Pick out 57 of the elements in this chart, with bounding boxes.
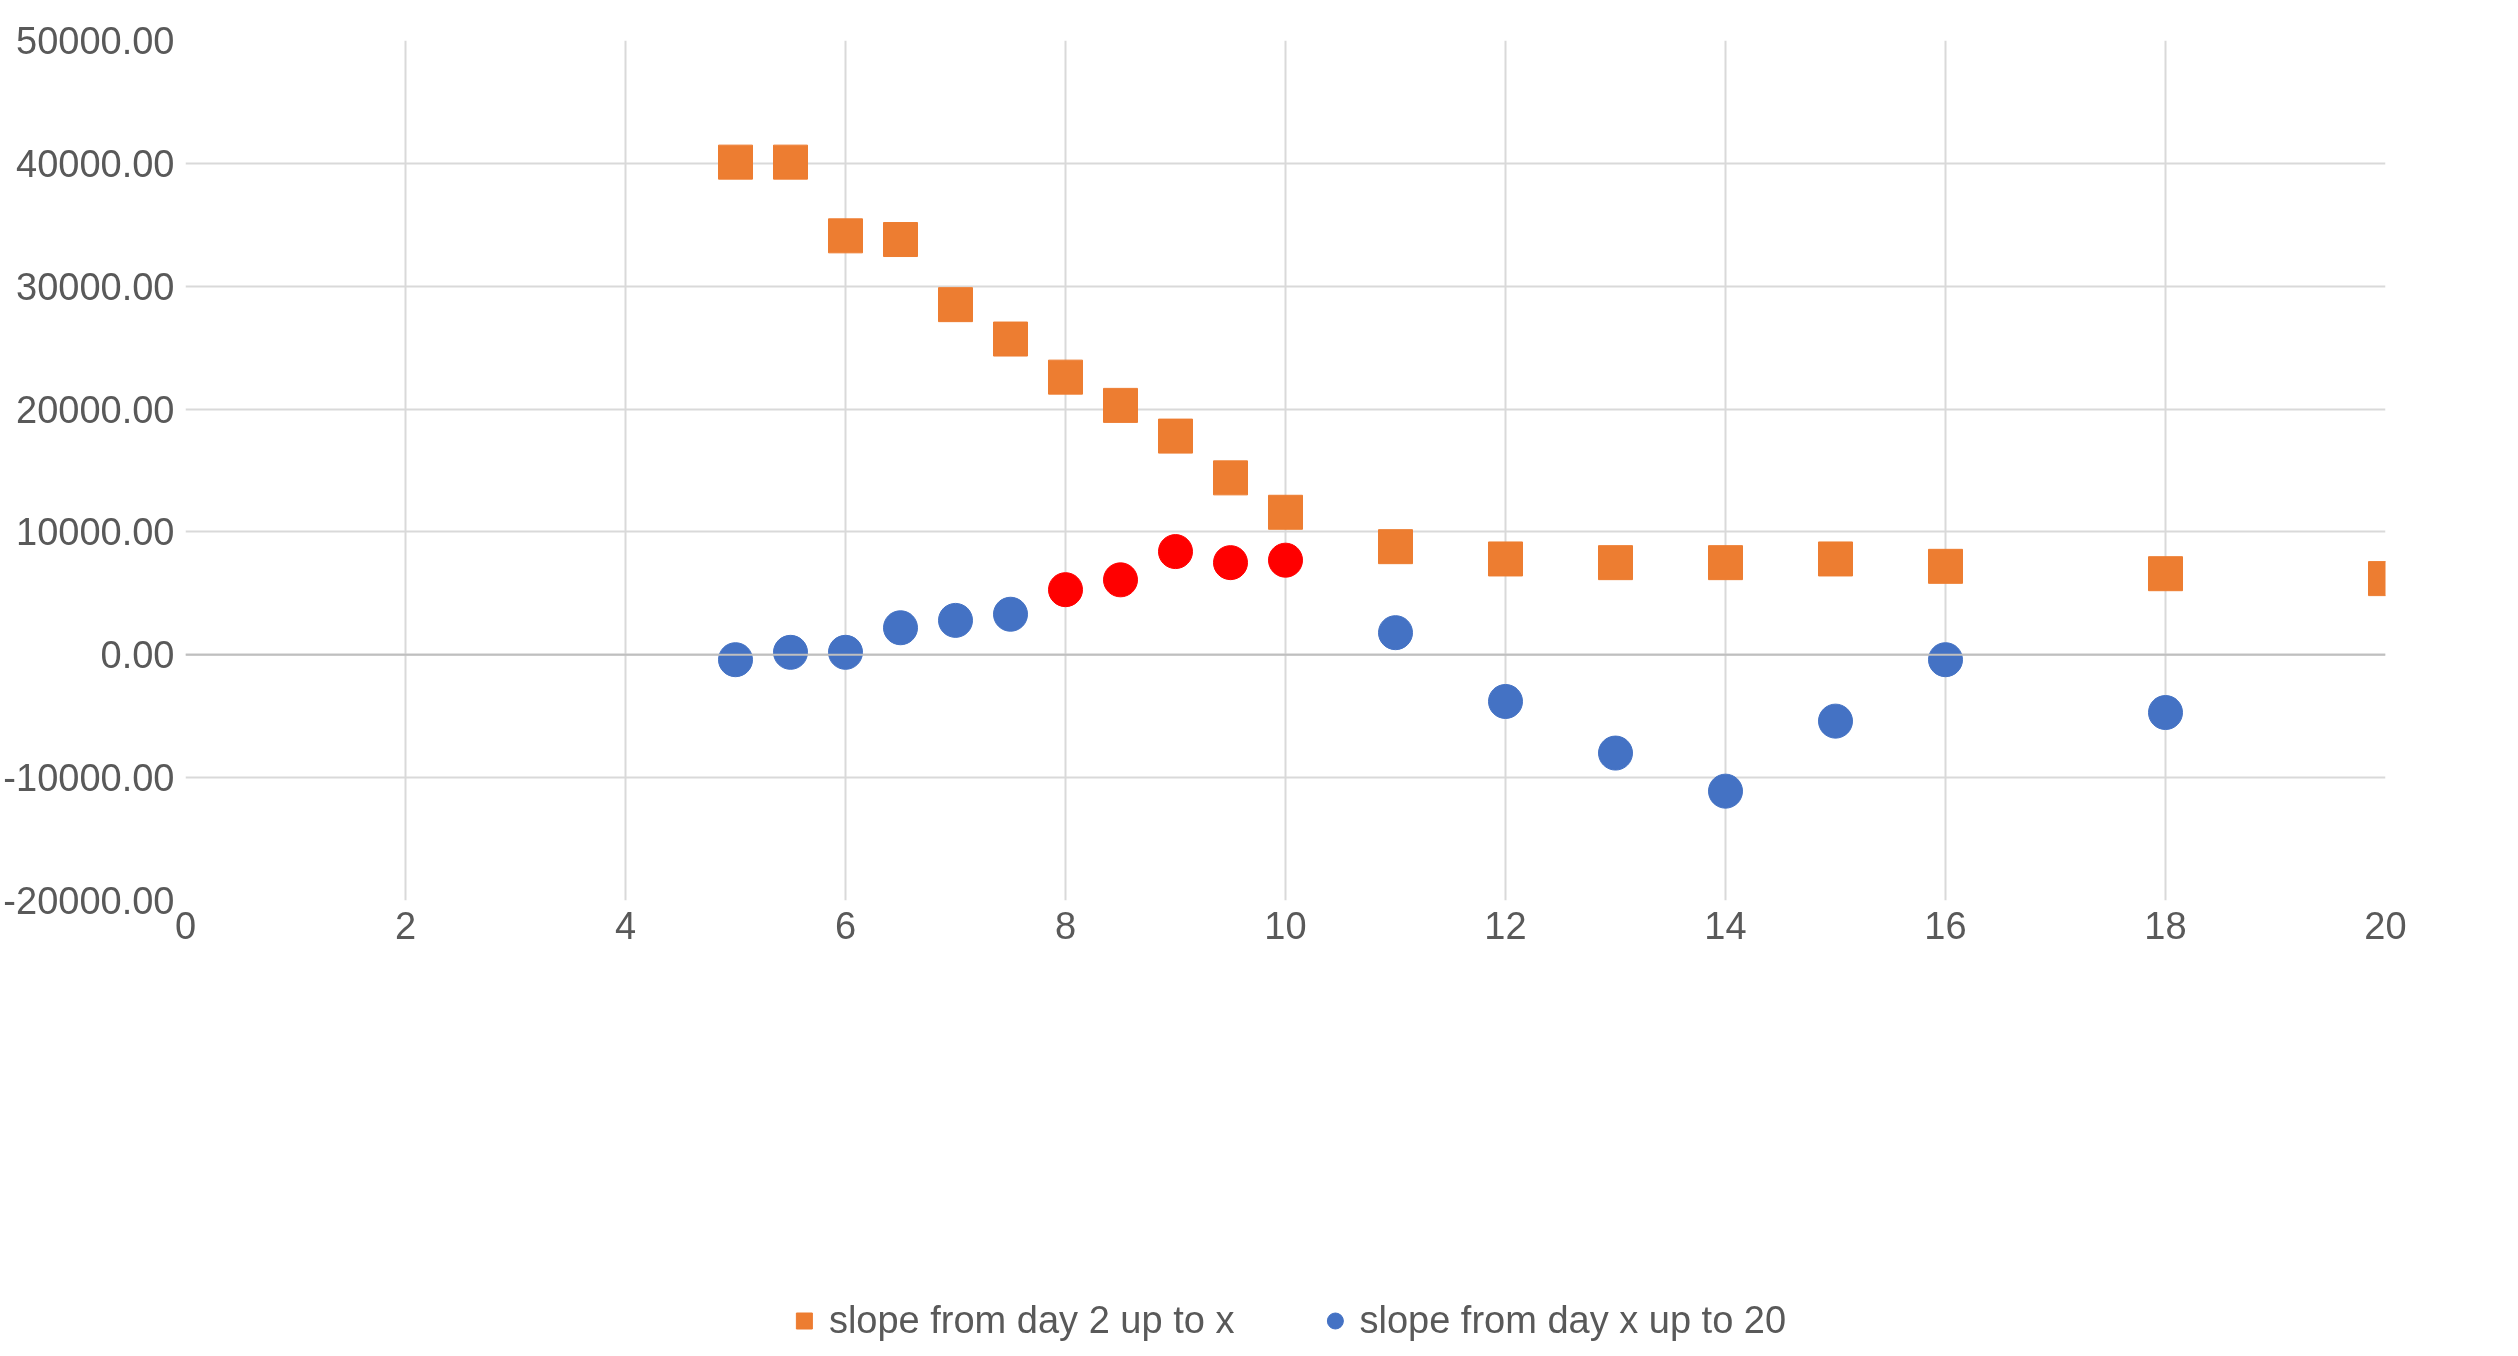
point (1268, 494, 1303, 530)
y-tick-label: 10000.00 (16, 511, 175, 554)
point (1213, 460, 1248, 496)
legend-label: slope from day 2 up to x (828, 1298, 1235, 1342)
point (993, 596, 1028, 632)
x-tick-label: 16 (1924, 904, 1967, 947)
point (718, 144, 753, 180)
x-tick-label: 14 (1704, 904, 1747, 947)
point (883, 222, 918, 258)
x-tick-label: 8 (1054, 904, 1077, 947)
point (1378, 529, 1413, 565)
point (1488, 684, 1523, 719)
point (1103, 387, 1138, 423)
point (1048, 359, 1083, 395)
x-tick-label: 18 (2144, 904, 2187, 947)
point (1928, 642, 1963, 678)
point (1268, 542, 1303, 578)
point (1818, 541, 1853, 577)
point (938, 602, 973, 638)
point (1048, 572, 1083, 608)
x-tick-label: 4 (614, 904, 637, 947)
point (2148, 556, 2183, 592)
point (1378, 615, 1413, 651)
point (1928, 548, 1963, 584)
x-tick-label: 20 (2364, 904, 2407, 947)
point (718, 642, 753, 678)
point (1213, 545, 1248, 581)
x-tick-label: 0 (174, 904, 197, 947)
x-tick-label: 2 (394, 904, 417, 947)
y-tick-label: -20000.00 (3, 880, 175, 922)
point (1158, 418, 1193, 454)
point (1818, 703, 1853, 739)
point (883, 610, 918, 646)
y-tick-label: 50000.00 (16, 20, 175, 62)
y-tick-label: 30000.00 (16, 265, 175, 308)
y-tick-label: 0.00 (100, 634, 175, 677)
x-tick-label: 12 (1484, 904, 1527, 947)
point (1103, 562, 1138, 598)
point (1598, 735, 1633, 771)
point (1158, 534, 1193, 570)
point (828, 218, 863, 254)
point (1598, 545, 1633, 581)
y-tick-label: -10000.00 (3, 757, 175, 800)
legend-label: slope from day x up to 20 (1359, 1298, 1787, 1342)
y-tick-label: 40000.00 (16, 142, 175, 185)
point (938, 287, 973, 323)
y-tick-label: 20000.00 (16, 388, 175, 431)
point (828, 634, 863, 670)
x-tick-label: 6 (834, 904, 857, 947)
point (993, 321, 1028, 357)
point (1708, 545, 1743, 581)
point (773, 144, 808, 180)
point (1488, 541, 1523, 577)
point (1708, 773, 1743, 809)
point (773, 634, 808, 670)
point (2148, 695, 2183, 730)
x-tick-label: 10 (1264, 904, 1307, 947)
